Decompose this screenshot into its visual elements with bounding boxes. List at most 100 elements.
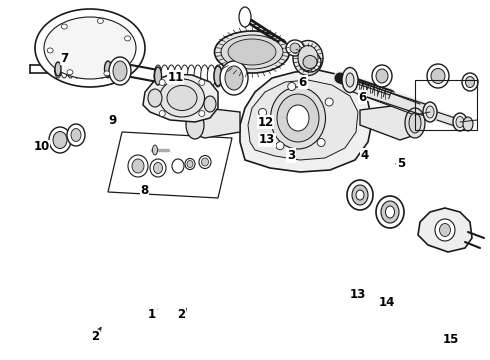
Ellipse shape xyxy=(462,73,478,91)
Text: 10: 10 xyxy=(33,140,50,153)
Ellipse shape xyxy=(47,48,53,53)
Ellipse shape xyxy=(201,158,209,166)
Ellipse shape xyxy=(347,180,373,210)
Ellipse shape xyxy=(298,45,318,71)
Ellipse shape xyxy=(98,18,103,23)
Ellipse shape xyxy=(113,61,127,81)
Ellipse shape xyxy=(199,111,205,117)
Text: 12: 12 xyxy=(257,116,274,129)
Polygon shape xyxy=(195,108,240,138)
Ellipse shape xyxy=(276,142,284,150)
Ellipse shape xyxy=(199,80,205,85)
Ellipse shape xyxy=(98,60,105,78)
Ellipse shape xyxy=(207,65,215,87)
Text: 2: 2 xyxy=(177,309,185,321)
Polygon shape xyxy=(360,105,415,140)
Ellipse shape xyxy=(409,113,421,133)
Ellipse shape xyxy=(299,52,321,72)
Ellipse shape xyxy=(67,60,74,78)
Ellipse shape xyxy=(35,9,145,87)
Ellipse shape xyxy=(381,201,399,223)
Ellipse shape xyxy=(440,224,450,237)
Ellipse shape xyxy=(215,31,290,73)
Ellipse shape xyxy=(154,65,162,87)
Ellipse shape xyxy=(159,80,165,85)
Text: 13: 13 xyxy=(349,288,366,301)
Ellipse shape xyxy=(221,35,283,69)
Text: 9: 9 xyxy=(109,114,117,127)
Ellipse shape xyxy=(376,196,404,228)
Ellipse shape xyxy=(259,108,267,116)
Ellipse shape xyxy=(342,68,358,93)
Ellipse shape xyxy=(427,64,449,88)
Bar xyxy=(415,80,477,130)
Ellipse shape xyxy=(376,69,388,83)
Text: 6: 6 xyxy=(359,91,367,104)
Ellipse shape xyxy=(214,65,222,87)
Text: 4: 4 xyxy=(361,149,369,162)
Ellipse shape xyxy=(49,127,71,153)
Ellipse shape xyxy=(185,158,195,170)
Ellipse shape xyxy=(61,24,67,29)
Ellipse shape xyxy=(150,159,166,177)
Ellipse shape xyxy=(220,61,248,95)
Polygon shape xyxy=(418,208,472,252)
Text: 1: 1 xyxy=(148,309,156,321)
Text: 3: 3 xyxy=(287,149,295,162)
Text: 11: 11 xyxy=(167,71,184,84)
Polygon shape xyxy=(108,132,232,198)
Ellipse shape xyxy=(167,65,175,87)
Ellipse shape xyxy=(161,65,169,87)
Ellipse shape xyxy=(325,98,333,106)
Ellipse shape xyxy=(431,68,445,84)
Ellipse shape xyxy=(104,71,110,76)
Ellipse shape xyxy=(187,161,193,167)
Text: 6: 6 xyxy=(299,76,307,89)
Ellipse shape xyxy=(466,77,474,87)
Ellipse shape xyxy=(463,117,473,131)
Ellipse shape xyxy=(159,111,165,117)
Ellipse shape xyxy=(54,60,62,78)
Polygon shape xyxy=(143,74,218,122)
Ellipse shape xyxy=(199,156,211,168)
Ellipse shape xyxy=(55,62,61,76)
Ellipse shape xyxy=(225,66,243,90)
Ellipse shape xyxy=(228,39,276,65)
Ellipse shape xyxy=(290,43,300,53)
Ellipse shape xyxy=(386,206,394,218)
Ellipse shape xyxy=(148,89,162,107)
Ellipse shape xyxy=(104,61,112,77)
Ellipse shape xyxy=(435,219,455,241)
Ellipse shape xyxy=(239,7,251,27)
Text: 7: 7 xyxy=(61,52,69,65)
Ellipse shape xyxy=(160,79,204,117)
Ellipse shape xyxy=(128,155,148,177)
Text: 13: 13 xyxy=(259,133,275,146)
Ellipse shape xyxy=(124,36,131,41)
Ellipse shape xyxy=(204,96,216,112)
Ellipse shape xyxy=(153,162,163,174)
Ellipse shape xyxy=(352,185,368,205)
Ellipse shape xyxy=(372,65,392,87)
Ellipse shape xyxy=(270,87,325,149)
Polygon shape xyxy=(248,80,358,160)
Ellipse shape xyxy=(109,57,131,85)
Text: 5: 5 xyxy=(397,157,405,170)
Ellipse shape xyxy=(423,102,437,122)
Ellipse shape xyxy=(453,113,467,131)
Ellipse shape xyxy=(86,60,93,78)
Ellipse shape xyxy=(104,60,112,78)
Ellipse shape xyxy=(288,82,296,90)
Ellipse shape xyxy=(293,40,323,76)
Ellipse shape xyxy=(73,60,80,78)
Ellipse shape xyxy=(214,66,222,86)
Ellipse shape xyxy=(456,117,464,127)
Ellipse shape xyxy=(61,60,68,78)
Ellipse shape xyxy=(186,111,204,139)
Polygon shape xyxy=(240,70,372,172)
Ellipse shape xyxy=(53,131,67,148)
Text: 15: 15 xyxy=(442,333,459,346)
Ellipse shape xyxy=(277,94,319,142)
Ellipse shape xyxy=(152,145,157,155)
Ellipse shape xyxy=(187,65,196,87)
